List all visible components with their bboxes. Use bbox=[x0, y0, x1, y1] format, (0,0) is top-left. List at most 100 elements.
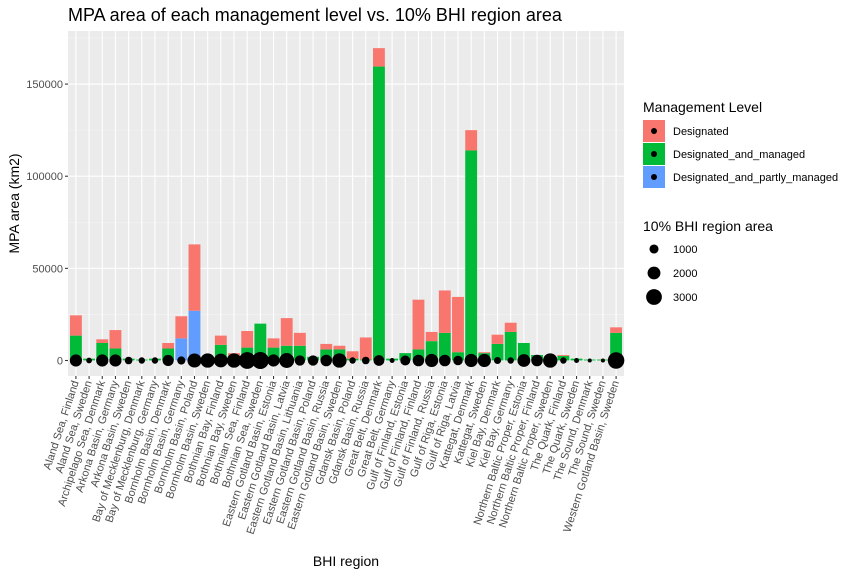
region-area-point bbox=[151, 357, 159, 364]
region-area-point bbox=[477, 353, 491, 368]
region-area-point bbox=[464, 353, 478, 368]
region-area-point bbox=[332, 353, 347, 368]
region-area-point bbox=[279, 353, 295, 368]
y-tick-label: 150000 bbox=[26, 79, 63, 91]
chart-title: MPA area of each management level vs. 10… bbox=[68, 5, 563, 25]
region-area-point bbox=[138, 357, 145, 364]
legend-fill-title: Management Level bbox=[643, 99, 762, 115]
bar-segment bbox=[557, 354, 570, 356]
y-axis-title: MPA area (km2) bbox=[6, 153, 22, 253]
region-area-point bbox=[96, 354, 109, 367]
region-area-point bbox=[69, 354, 83, 367]
region-area-point bbox=[607, 352, 625, 369]
plot-panel bbox=[68, 31, 624, 376]
bar-segment bbox=[162, 348, 175, 361]
region-area-point bbox=[453, 355, 463, 366]
region-area-point bbox=[238, 352, 256, 369]
legend-size-label: 1000 bbox=[673, 244, 697, 256]
region-area-point bbox=[349, 357, 356, 364]
bar-segment bbox=[96, 339, 109, 343]
legend-label: Designated_and_partly_managed bbox=[673, 172, 838, 184]
region-area-point bbox=[600, 358, 605, 363]
bar-segment bbox=[214, 335, 227, 345]
bar-segment bbox=[504, 322, 517, 332]
region-area-point bbox=[267, 354, 280, 367]
region-area-point bbox=[200, 353, 215, 368]
region-area-point bbox=[307, 355, 319, 366]
region-area-point bbox=[226, 353, 242, 368]
legend-size-dot bbox=[646, 289, 662, 305]
bar-segment bbox=[280, 318, 293, 346]
bar-segment bbox=[214, 344, 227, 361]
region-area-point bbox=[109, 354, 122, 367]
region-area-point bbox=[587, 358, 592, 363]
region-area-point bbox=[162, 354, 174, 367]
legend-size-dot bbox=[649, 244, 659, 254]
region-area-point bbox=[124, 356, 133, 365]
bar-segment bbox=[412, 299, 425, 350]
region-area-point bbox=[177, 356, 186, 365]
region-area-point bbox=[507, 357, 514, 364]
bar-segment bbox=[373, 66, 385, 361]
legend-size-dot bbox=[647, 266, 661, 280]
region-area-point bbox=[574, 358, 580, 363]
region-area-point bbox=[439, 354, 451, 367]
region-area-point bbox=[412, 354, 425, 367]
region-area-point bbox=[400, 355, 411, 366]
bar-segment bbox=[293, 332, 306, 346]
region-area-point bbox=[320, 354, 332, 367]
y-axis-ticks: 0 50000 100000 150000 bbox=[26, 79, 68, 368]
region-area-point bbox=[493, 356, 502, 365]
region-area-point bbox=[187, 353, 202, 368]
bar-segment bbox=[373, 48, 385, 67]
bar-segment bbox=[452, 296, 464, 353]
bar-segment bbox=[491, 343, 504, 361]
bar-segment bbox=[438, 332, 451, 361]
legend-size-label: 3000 bbox=[673, 292, 697, 304]
region-area-point bbox=[531, 354, 543, 367]
legend-label: Designated_and_managed bbox=[673, 149, 805, 161]
bar-segment bbox=[504, 331, 517, 361]
bar-segment bbox=[175, 316, 188, 339]
region-area-point bbox=[425, 353, 439, 368]
bar-segment bbox=[254, 323, 267, 361]
region-area-point bbox=[543, 353, 558, 368]
bar-segment bbox=[425, 331, 438, 342]
bar-segment bbox=[175, 338, 188, 361]
bar-segment bbox=[478, 352, 491, 354]
region-area-point bbox=[373, 355, 385, 366]
region-area-point bbox=[86, 357, 92, 364]
y-tick-label: 0 bbox=[57, 356, 63, 368]
bar-segment bbox=[188, 310, 201, 361]
x-axis-title: BHI region bbox=[313, 553, 379, 569]
bar-segment bbox=[96, 342, 109, 361]
bar-segment bbox=[359, 337, 372, 360]
bar-segment bbox=[465, 150, 478, 361]
bar-segment bbox=[109, 330, 122, 349]
region-area-point bbox=[251, 352, 269, 369]
legend-key-dot bbox=[651, 151, 657, 157]
bar-segment bbox=[438, 290, 451, 333]
bar-segment bbox=[188, 244, 201, 311]
bar-segment bbox=[333, 345, 346, 350]
y-tick-label: 100000 bbox=[26, 171, 63, 183]
bar-segment bbox=[610, 332, 623, 361]
region-area-point bbox=[294, 355, 306, 366]
bar-segment bbox=[610, 327, 623, 333]
legend-label: Designated bbox=[673, 126, 729, 138]
legend-key-dot bbox=[651, 128, 657, 134]
bar-segment bbox=[241, 331, 254, 348]
region-area-point bbox=[389, 358, 395, 363]
bar-segment bbox=[425, 341, 438, 361]
legend-fill-keys: Designated Designated_and_managed Designat… bbox=[643, 120, 838, 188]
bar-segment bbox=[517, 342, 530, 361]
legend-size-keys: 1000 2000 3000 bbox=[643, 238, 697, 308]
legend-key-dot bbox=[651, 174, 657, 180]
points bbox=[69, 352, 625, 369]
bar-segment bbox=[267, 338, 280, 348]
region-area-point bbox=[361, 356, 370, 365]
bar-segment bbox=[267, 347, 280, 361]
y-tick-label: 50000 bbox=[32, 263, 63, 275]
